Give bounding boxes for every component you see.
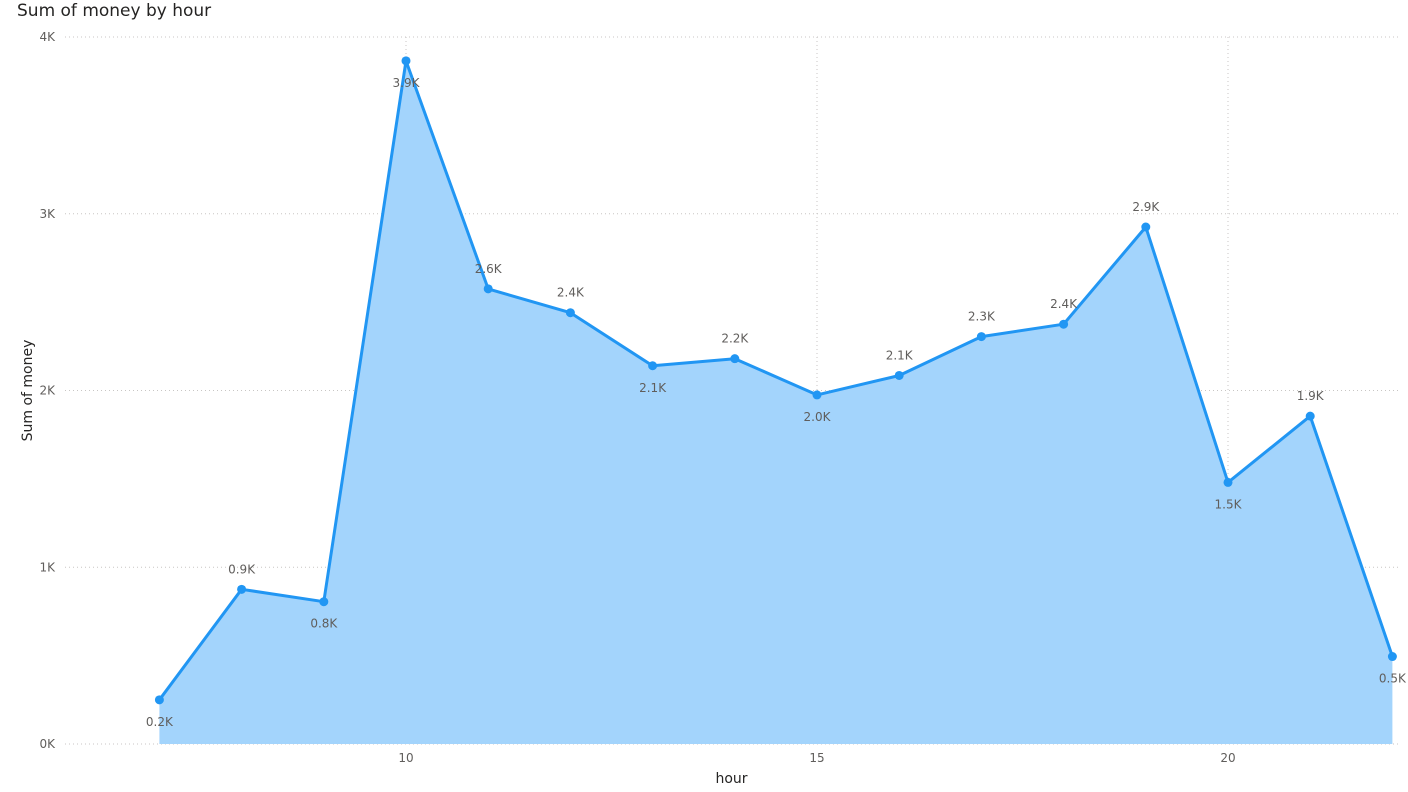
y-axis-ticks: 0K 1K 2K 3K 4K xyxy=(39,30,56,751)
data-label: 0.9K xyxy=(228,562,256,576)
y-tick-label: 1K xyxy=(39,560,56,574)
x-axis-ticks: 10 15 20 xyxy=(398,751,1235,765)
y-tick-label: 3K xyxy=(39,207,56,221)
area-fill xyxy=(159,60,1393,744)
data-point[interactable] xyxy=(730,354,740,364)
data-label: 2.0K xyxy=(804,410,832,424)
data-point[interactable] xyxy=(1305,411,1315,421)
x-tick-label: 10 xyxy=(398,751,413,765)
data-label: 2.3K xyxy=(968,310,996,324)
data-label: 2.4K xyxy=(557,286,585,300)
data-point[interactable] xyxy=(401,56,411,66)
data-point[interactable] xyxy=(894,370,904,380)
data-point[interactable] xyxy=(1141,222,1151,232)
x-axis-title: hour xyxy=(715,771,747,787)
data-label: 2.6K xyxy=(475,262,503,276)
data-label: 1.9K xyxy=(1297,389,1325,403)
data-label: 2.2K xyxy=(721,332,749,346)
data-labels: 0.2K 0.9K 0.8K 3.9K 2.6K 2.4K 2.1K 2.2K 2.0K 2.1K… xyxy=(146,76,1407,729)
data-point[interactable] xyxy=(1387,652,1397,662)
data-label: 0.2K xyxy=(146,715,174,729)
data-point[interactable] xyxy=(812,390,822,400)
data-label: 0.8K xyxy=(310,617,338,631)
data-point[interactable] xyxy=(565,308,575,318)
y-tick-label: 0K xyxy=(39,737,56,751)
data-label: 0.5K xyxy=(1379,672,1407,686)
data-label: 2.1K xyxy=(886,348,914,362)
x-tick-label: 15 xyxy=(809,751,824,765)
data-point[interactable] xyxy=(976,332,986,342)
data-label: 2.4K xyxy=(1050,297,1078,311)
data-label: 2.1K xyxy=(639,381,667,395)
data-label: 2.9K xyxy=(1132,200,1160,214)
data-label: 1.5K xyxy=(1215,497,1243,511)
data-point[interactable] xyxy=(154,695,164,705)
y-tick-label: 4K xyxy=(39,30,56,44)
data-point[interactable] xyxy=(237,584,247,594)
data-point[interactable] xyxy=(483,284,493,294)
data-point[interactable] xyxy=(319,597,329,607)
data-point[interactable] xyxy=(1223,477,1233,487)
y-axis-title: Sum of money xyxy=(20,340,36,442)
data-label: 3.9K xyxy=(393,76,421,90)
data-points xyxy=(154,56,1397,705)
data-point[interactable] xyxy=(648,361,658,371)
x-tick-label: 20 xyxy=(1220,751,1235,765)
series-line xyxy=(158,59,1394,701)
data-point[interactable] xyxy=(1059,319,1069,329)
y-tick-label: 2K xyxy=(39,384,56,398)
chart-title: Sum of money by hour xyxy=(17,1,212,21)
